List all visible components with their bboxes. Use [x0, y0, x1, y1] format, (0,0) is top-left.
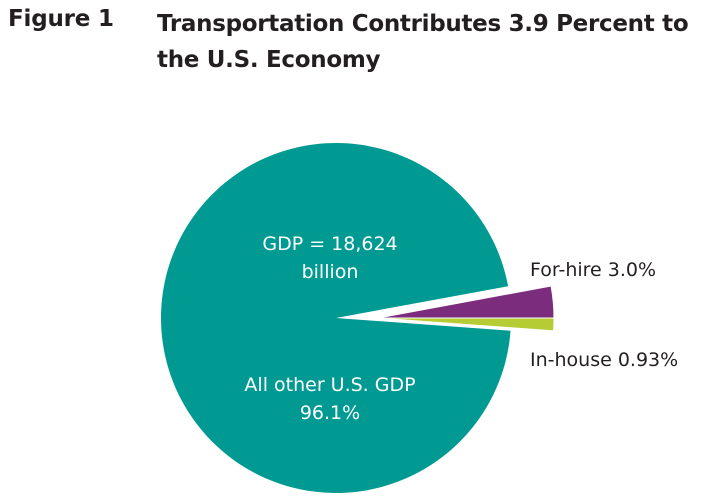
gdp-total-label: GDP = 18,624 billion: [262, 233, 397, 283]
pie-slice-in-house: [377, 317, 555, 332]
figure-title: Transportation Contributes 3.9 Percent t…: [157, 11, 689, 73]
slice-label-for-hire: For-hire 3.0%: [530, 259, 656, 281]
pie-labels: GDP = 18,624 billion All other U.S. GDP 96.…: [244, 233, 678, 424]
figure-label: Figure 1: [8, 6, 114, 32]
slice-label-in-house: In-house 0.93%: [530, 349, 678, 371]
pie-slice-all-other: [160, 143, 511, 494]
slice-label-all-other: All other U.S. GDP 96.1%: [244, 374, 415, 424]
pie-slices: [160, 143, 555, 494]
figure-header: Figure 1 Transportation Contributes 3.9 …: [8, 6, 720, 76]
